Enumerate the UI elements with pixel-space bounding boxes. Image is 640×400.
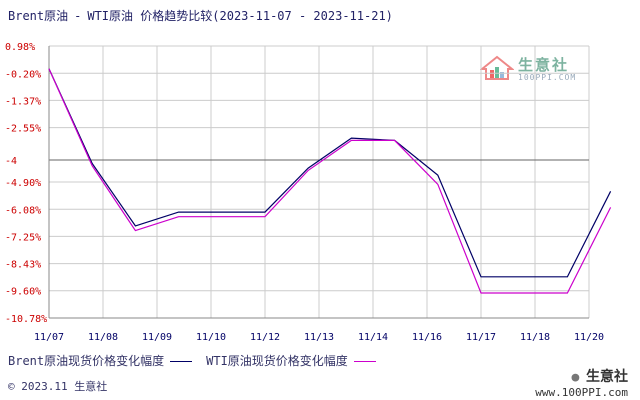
watermark-url: 100PPI.COM (518, 73, 577, 82)
x-tick-label: 11/08 (88, 332, 118, 343)
y-tick-label: -4 (5, 156, 17, 167)
y-tick-label: 0.98% (5, 42, 35, 53)
legend-wti-label: WTI原油现货价格变化幅度 (206, 354, 348, 368)
x-tick-label: 11/09 (142, 332, 172, 343)
footer-brand-name: 生意社 (586, 369, 628, 385)
footer-brand: ● 生意社 www.100PPI.com (535, 366, 628, 399)
house-logo-icon (480, 55, 514, 80)
title-series-a: Brent原油 (8, 9, 69, 23)
x-tick-label: 11/20 (574, 332, 604, 343)
y-tick-label: -2.55% (5, 124, 41, 135)
y-tick-label: -8.43% (5, 260, 41, 271)
series-line-brent (48, 68, 612, 278)
copyright: © 2023.11 生意社 (8, 380, 108, 393)
y-tick-label: -10.78% (5, 314, 47, 325)
x-tick-label: 11/10 (196, 332, 226, 343)
legend-brent-swatch (170, 361, 193, 362)
series-lines (48, 68, 612, 294)
series-line-wti (48, 68, 612, 294)
legend: Brent原油现货价格变化幅度 WTI原油现货价格变化幅度 (8, 352, 390, 369)
y-tick-label: -0.20% (5, 69, 41, 80)
y-tick-label: -6.08% (5, 205, 41, 216)
title-dash: - (74, 9, 82, 23)
chart-title: Brent原油 - WTI原油 价格趋势比较(2023-11-07 - 2023-1… (8, 7, 393, 24)
chart-axes (48, 46, 589, 319)
x-tick-label: 11/18 (520, 332, 550, 343)
footer-site: www.100PPI.com (535, 386, 628, 399)
x-tick-label: 11/14 (358, 332, 388, 343)
y-tick-label: -7.25% (5, 232, 41, 243)
x-tick-label: 11/13 (304, 332, 334, 343)
y-axis-labels: 0.98% -0.20% -1.37% -2.55% -4 -4.90% -6.08% -7.… (5, 42, 47, 325)
x-tick-label: 11/16 (412, 332, 442, 343)
x-axis-labels: 11/07 11/08 11/09 11/10 11/12 11/13 11/14 11/16… (34, 332, 604, 343)
x-tick-label: 11/07 (34, 332, 64, 343)
x-tick-label: 11/12 (250, 332, 280, 343)
y-tick-label: -9.60% (5, 287, 41, 298)
watermark: 生意社 100PPI.COM (480, 54, 576, 82)
y-tick-label: -4.90% (5, 178, 41, 189)
title-rest: 价格趋势比较(2023-11-07 - 2023-11-21) (140, 9, 393, 23)
title-series-b: WTI原油 (87, 9, 134, 23)
y-tick-label: -1.37% (5, 96, 41, 107)
wechat-icon: ● (571, 370, 580, 385)
legend-brent-label: Brent原油现货价格变化幅度 (8, 354, 165, 368)
watermark-brand: 生意社 (518, 56, 570, 74)
x-tick-label: 11/17 (466, 332, 496, 343)
legend-wti-swatch (353, 361, 376, 362)
